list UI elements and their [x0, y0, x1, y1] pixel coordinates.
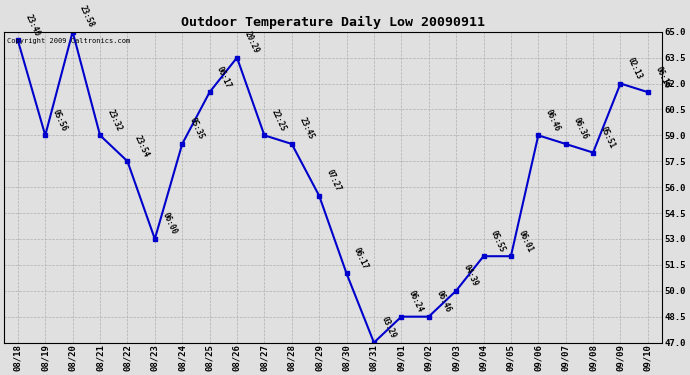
Text: 06:46: 06:46 [434, 289, 452, 314]
Text: 23:45: 23:45 [297, 116, 315, 141]
Text: 04:39: 04:39 [462, 263, 480, 288]
Text: 23:40: 23:40 [23, 13, 41, 38]
Text: 05:35: 05:35 [188, 116, 206, 141]
Text: 20:29: 20:29 [243, 30, 261, 55]
Text: 06:46: 06:46 [544, 108, 562, 132]
Text: 03:29: 03:29 [380, 315, 397, 340]
Text: 06:16: 06:16 [653, 64, 671, 89]
Text: 06:17: 06:17 [215, 64, 233, 89]
Text: 23:58: 23:58 [78, 4, 96, 29]
Title: Outdoor Temperature Daily Low 20090911: Outdoor Temperature Daily Low 20090911 [181, 16, 485, 29]
Text: 06:00: 06:00 [160, 211, 178, 236]
Text: 23:32: 23:32 [106, 108, 124, 132]
Text: 07:27: 07:27 [325, 168, 343, 193]
Text: 22:25: 22:25 [270, 108, 288, 132]
Text: Copyright 2009 Caltronics.com: Copyright 2009 Caltronics.com [8, 38, 130, 44]
Text: 23:54: 23:54 [133, 134, 151, 159]
Text: 05:56: 05:56 [51, 108, 69, 132]
Text: 02:13: 02:13 [626, 56, 644, 81]
Text: 05:51: 05:51 [599, 125, 617, 150]
Text: 06:36: 06:36 [571, 116, 589, 141]
Text: 05:55: 05:55 [489, 229, 507, 254]
Text: 06:01: 06:01 [516, 229, 534, 254]
Text: 06:24: 06:24 [407, 289, 425, 314]
Text: 06:17: 06:17 [352, 246, 370, 271]
